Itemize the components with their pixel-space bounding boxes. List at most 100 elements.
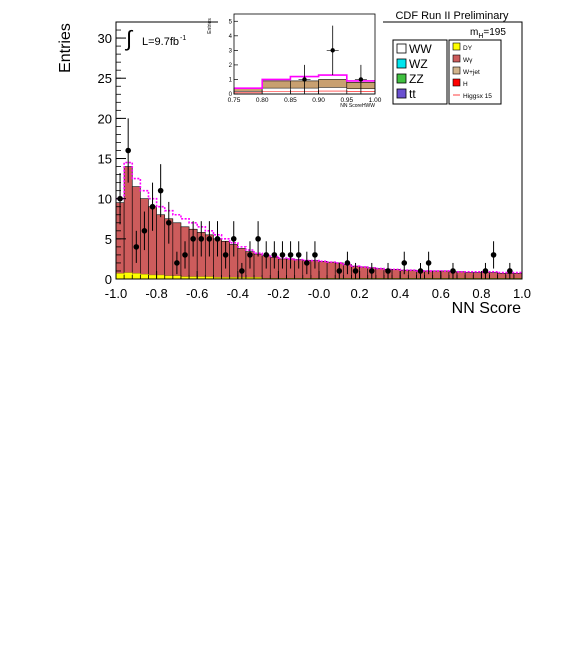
data-point [255,236,261,242]
data-point [287,252,294,258]
x-axis-label: NN Score [452,300,521,317]
data-points [117,118,513,279]
integral-sign: ∫ [124,26,134,51]
stack-bar [440,270,450,280]
inset-y-tick-label: 1 [229,77,233,83]
data-point [279,252,286,258]
legend-swatch [452,78,461,87]
data-point [401,260,408,266]
inset-y-tick-label: 0 [229,92,233,98]
inset-y-tick-label: 2 [229,63,233,69]
x-tick-label: -0.2 [267,286,289,301]
x-tick-label: 0.8 [472,286,490,301]
mass-label-subscript: H [478,33,483,40]
data-point [239,268,245,274]
inset-x-tick-label: 0.95 [340,97,353,104]
x-tick-label: -0.8 [145,286,167,301]
legend-swatch [452,42,461,51]
inset-x-tick-label: 1.00 [369,97,382,104]
data-point [295,252,302,258]
data-point [141,228,148,234]
inset-y-axis: 0 1 2 3 4 5 [229,19,238,98]
x-tick-label: -1.0 [105,286,127,301]
legend-label: DY [463,45,473,52]
mass-label: mH=195 [470,27,506,40]
data-point [344,260,351,266]
data-point [133,244,140,250]
x-tick-label: -0.0 [308,286,330,301]
data-point [352,268,359,274]
legend-swatch [452,66,461,75]
x-tick-label: 0.6 [432,286,450,301]
legend-label: H [463,81,468,88]
inset-data-point [302,77,307,82]
stack-bar [253,253,263,280]
x-axis: -1.0 -0.8 -0.6 -0.4 -0.2 -0.0 0.2 0.4 0.6 0.8 1.0 [105,271,531,301]
stack-bar [375,268,385,280]
data-point [206,236,213,242]
data-point [247,252,253,258]
data-point [385,268,391,274]
legend-swatch [396,73,407,84]
stack-bar [432,270,442,280]
data-point [263,252,270,258]
legend-label: Wγ [463,57,473,64]
dy-bar [156,274,165,280]
legend-label: tt [409,87,416,101]
y-tick-label: 0 [105,272,112,287]
legend-label: Higgsx 15 [463,93,492,100]
y-tick-label: 10 [98,192,112,207]
luminosity-label: L=9.7fb [142,36,179,48]
stack-bar [408,269,417,280]
x-tick-label: 0.2 [351,286,369,301]
stack-bar [456,271,466,280]
x-tick-label: -0.6 [186,286,208,301]
stack-bar [326,261,336,280]
stack-bar [123,166,133,280]
data-point [425,260,432,266]
signal-histogram [116,161,522,274]
inset-x-axis-label: NN ScoreHWW [340,103,375,109]
data-point [230,236,237,242]
y-tick-label: 20 [98,111,112,126]
inset-data-point [358,77,364,82]
data-point [198,236,205,242]
data-point [214,236,221,242]
data-point [312,252,318,258]
luminosity-exponent: -1 [180,35,186,42]
inset-x-tick-label: 0.90 [312,97,325,104]
data-point [157,187,164,194]
stack-bar [359,266,369,280]
stack-bar [318,261,328,280]
y-tick-label: 25 [98,71,112,86]
inset-y-tick-label: 3 [229,48,233,54]
legend-label: WW [409,42,432,56]
inset-x-axis: 0.75 0.80 0.85 0.90 0.95 1.00 [228,90,382,104]
legend-label: WZ [409,57,428,71]
inset-y-axis-label: Entries [207,18,213,34]
mass-label-value: =195 [483,27,506,38]
x-tick-label: 0.4 [391,286,409,301]
y-tick-label: 5 [105,232,112,247]
inset-data-points [298,25,367,94]
dy-bar [148,274,157,280]
data-point [336,268,343,274]
inset-y-tick-label: 5 [229,19,233,25]
chart-title: CDF Run II Preliminary [395,10,509,22]
legend-label: ZZ [409,72,424,86]
data-point [507,268,513,274]
data-point [368,268,375,274]
x-tick-label: 1.0 [513,286,531,301]
data-point [482,268,489,274]
legend-label: W+jet [463,69,480,76]
inset-data-point [330,48,335,53]
inset-ww-bar [261,87,291,95]
inset-x-tick-label: 0.75 [228,97,241,104]
data-point [271,252,278,258]
dy-bar [115,273,125,280]
data-point [125,147,131,154]
data-point [450,268,456,274]
inset-ww-bar [318,87,348,95]
inset-frame [233,13,376,95]
